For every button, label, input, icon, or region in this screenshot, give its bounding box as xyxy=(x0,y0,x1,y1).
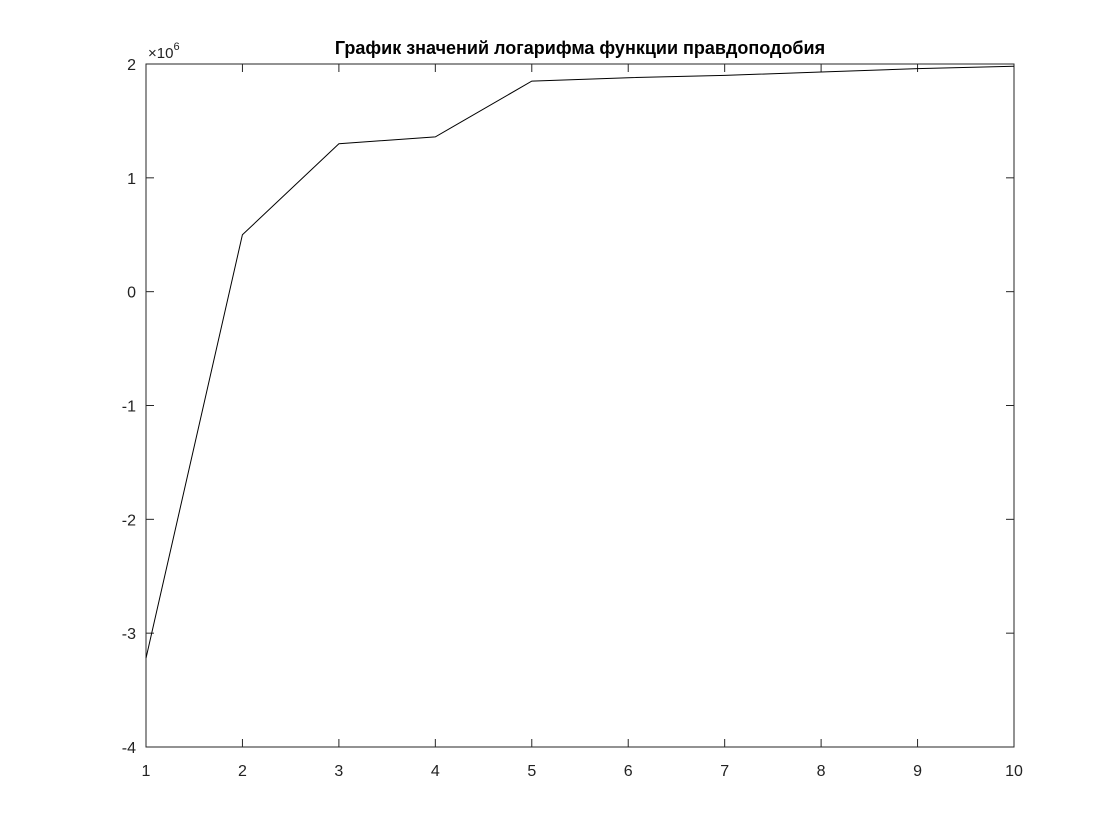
y-tick-label: 2 xyxy=(127,57,136,74)
x-tick-label: 8 xyxy=(817,763,826,780)
y-tick-label: 1 xyxy=(127,171,136,188)
x-tick-label: 7 xyxy=(720,763,729,780)
x-tick-label: 3 xyxy=(334,763,343,780)
x-tick-label: 2 xyxy=(238,763,247,780)
y-axis-multiplier: ×106 xyxy=(148,41,180,62)
y-tick-label: -4 xyxy=(122,740,136,757)
x-tick-label: 4 xyxy=(431,763,440,780)
chart-title: График значений логарифма функции правдо… xyxy=(335,38,825,58)
y-tick-label: -1 xyxy=(122,399,136,416)
x-tick-label: 9 xyxy=(913,763,922,780)
x-tick-label: 5 xyxy=(527,763,536,780)
plot-area: 1 2 3 4 5 6 7 8 9 10 -4 -3 -2 -1 0 1 2 xyxy=(122,57,1023,780)
x-tick-label: 1 xyxy=(142,763,151,780)
x-tick-label: 6 xyxy=(624,763,633,780)
axes-frame xyxy=(145,63,1015,748)
y-tick-label: -3 xyxy=(122,626,136,643)
series-line-0 xyxy=(145,65,1015,659)
x-tick-label: 10 xyxy=(1005,763,1023,780)
y-tick-label: -2 xyxy=(122,512,136,529)
y-tick-label: 0 xyxy=(127,285,136,302)
